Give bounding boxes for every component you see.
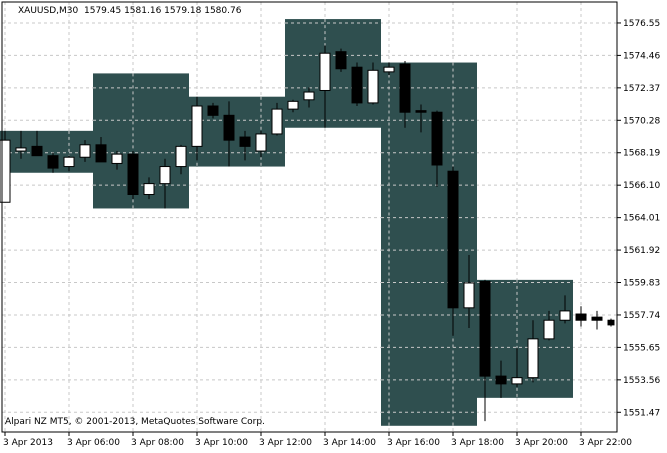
candle-bear xyxy=(335,51,347,70)
time-tick-label: 3 Apr 2013 xyxy=(3,438,53,448)
time-tick-label: 3 Apr 08:00 xyxy=(131,438,184,448)
copyright-text: Alpari NZ MT5, © 2001-2013, MetaQuotes S… xyxy=(5,417,265,427)
candle-bear xyxy=(127,153,139,195)
time-tick-label: 3 Apr 22:00 xyxy=(579,438,632,448)
price-tick-label: 1564.01 xyxy=(623,214,660,224)
candle-bull xyxy=(367,69,379,104)
price-tick-label: 1568.19 xyxy=(623,149,660,159)
candle-bull xyxy=(159,166,171,185)
time-tick-label: 3 Apr 20:00 xyxy=(515,438,568,448)
candle-bear xyxy=(479,280,491,377)
price-tick-label: 1555.65 xyxy=(623,343,660,353)
candle-bull xyxy=(255,133,267,152)
price-tick-label: 1576.55 xyxy=(623,19,660,29)
price-tick-label: 1561.92 xyxy=(623,246,660,256)
range-boxes xyxy=(0,19,573,426)
candle-bull xyxy=(175,145,187,168)
plot-border xyxy=(1,1,618,433)
range-box xyxy=(0,130,93,173)
time-tick-label: 3 Apr 06:00 xyxy=(67,438,120,448)
chart-frame xyxy=(1,1,618,433)
candle-bull xyxy=(303,91,315,101)
ohlc-readout: 1579.45 1581.16 1579.18 1580.76 xyxy=(84,6,242,16)
candle-bull xyxy=(511,377,523,385)
price-axis: 1576.55 1574.46 1572.37 1570.28 1568.19 1566.… xyxy=(617,19,660,418)
price-tick-label: 1572.37 xyxy=(623,84,660,94)
candle-bull xyxy=(559,310,571,321)
candle-bear xyxy=(223,114,235,141)
candle-bull xyxy=(191,105,203,147)
candle-bull xyxy=(143,183,155,195)
candlestick-series xyxy=(0,45,615,422)
range-box xyxy=(381,62,477,426)
price-tick-label: 1570.28 xyxy=(623,116,660,126)
candle-bear xyxy=(207,105,219,116)
candle-bear xyxy=(447,170,459,309)
candle-bull xyxy=(79,144,91,158)
candle-bear xyxy=(95,144,107,163)
price-tick-label: 1551.47 xyxy=(623,408,660,418)
candle-bull xyxy=(319,52,331,91)
candle-bull xyxy=(383,66,395,73)
range-box xyxy=(93,73,189,209)
range-box xyxy=(477,279,573,398)
candle-bear xyxy=(351,66,363,104)
candle-bull xyxy=(463,282,475,309)
candle-bull xyxy=(111,153,123,164)
time-tick-label: 3 Apr 14:00 xyxy=(323,438,376,448)
candle-bull xyxy=(543,319,555,340)
candle-bear xyxy=(415,110,427,113)
candle-bear xyxy=(239,136,251,147)
candle-bear xyxy=(607,319,615,326)
price-tick-label: 1553.56 xyxy=(623,376,660,386)
time-axis: 3 Apr 2013 3 Apr 06:00 3 Apr 08:00 3 Apr 10… xyxy=(3,432,632,448)
candle-bear xyxy=(495,375,507,385)
price-tick-label: 1557.74 xyxy=(623,311,660,321)
time-tick-label: 3 Apr 18:00 xyxy=(451,438,504,448)
candle-bull xyxy=(0,139,11,203)
candle-bear xyxy=(399,63,411,113)
candle-bear xyxy=(31,145,43,157)
candle-bull xyxy=(527,338,539,379)
candle-bull xyxy=(15,147,27,152)
candle-bear xyxy=(575,313,587,321)
candle-bear xyxy=(47,155,59,169)
price-tick-label: 1559.83 xyxy=(623,279,660,289)
candle-bull xyxy=(63,156,75,168)
time-tick-label: 3 Apr 16:00 xyxy=(387,438,440,448)
candle-bear xyxy=(591,316,603,321)
price-tick-label: 1566.10 xyxy=(623,181,660,191)
symbol-label: XAUUSD,M30 xyxy=(18,6,78,16)
range-box xyxy=(189,96,285,167)
time-tick-label: 3 Apr 12:00 xyxy=(259,438,312,448)
price-tick-label: 1574.46 xyxy=(623,51,660,61)
candle-bear xyxy=(431,111,443,166)
range-box xyxy=(285,19,381,128)
candle-bull xyxy=(287,100,299,110)
time-tick-label: 3 Apr 10:00 xyxy=(195,438,248,448)
candle-bull xyxy=(271,108,283,135)
